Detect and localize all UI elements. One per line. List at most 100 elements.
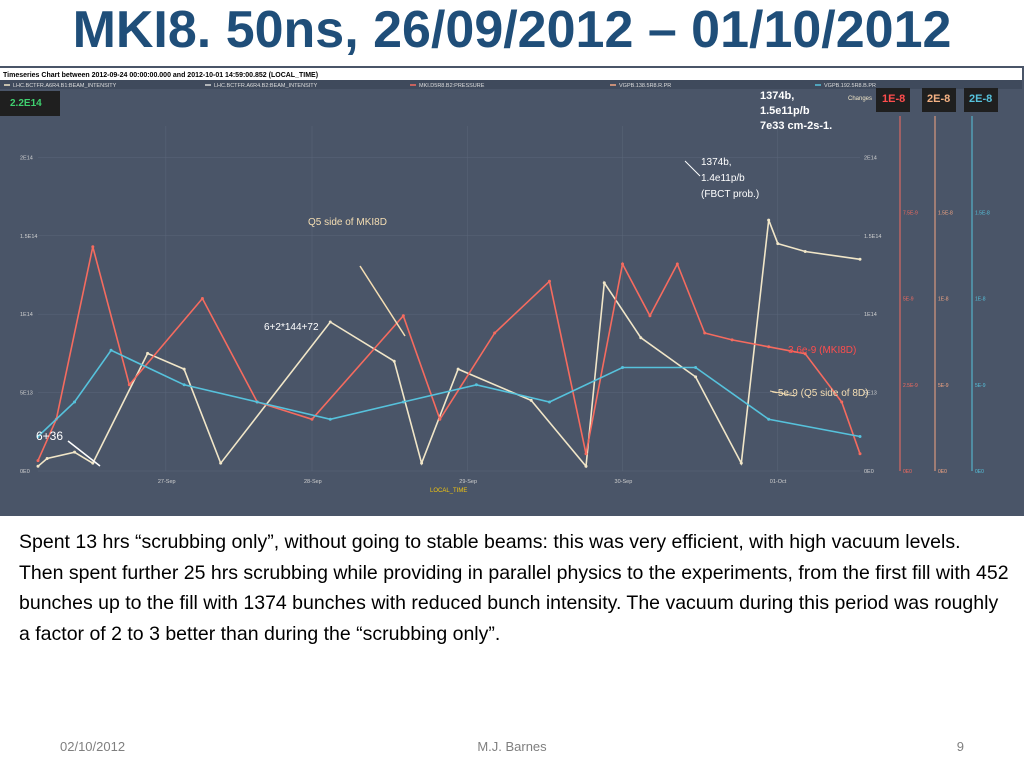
x-axis-label: LOCAL_TIME <box>430 488 467 494</box>
series-point <box>858 435 862 438</box>
series-point <box>36 464 40 468</box>
series-point <box>648 314 652 318</box>
right-axis-tick-label: 0E0 <box>975 469 984 475</box>
slide-title: MKI8. 50ns, 26/09/2012 – 01/10/2012 <box>72 1 952 59</box>
series-point <box>420 461 424 465</box>
legend-entry: MKI.D5R8.B2:PRESSURE <box>419 83 485 89</box>
annotation-6plus36: 6+36 <box>36 429 63 443</box>
y-left-tick-label-right: 5E13 <box>864 391 877 397</box>
body-text: Spent 13 hrs “scrubbing only”, without g… <box>19 527 1009 649</box>
annotation-fbct: (FBCT prob.) <box>701 189 759 200</box>
y-left-tick-label-right: 2E14 <box>864 155 877 161</box>
series-point <box>639 336 643 340</box>
series-point <box>127 383 131 387</box>
series-point <box>255 400 259 404</box>
chart-title: Timeseries Chart between 2012-09-24 00:0… <box>3 72 318 79</box>
series-point <box>36 459 40 463</box>
annotation-luminosity: 7e33 cm-2s-1. <box>760 120 832 132</box>
right-axis-tick-label: 5E-9 <box>903 297 914 303</box>
series-point <box>547 279 551 283</box>
series-point <box>219 461 223 465</box>
series-point <box>584 464 588 468</box>
series-point <box>45 456 49 460</box>
series-point <box>584 452 588 456</box>
series-point <box>621 366 625 369</box>
changes-label: Changes <box>848 96 872 102</box>
series-point <box>776 242 780 246</box>
y-left-tick-label: 2E14 <box>20 155 33 161</box>
x-tick-label: 27-Sep <box>158 479 176 485</box>
right-axis-tick-label: 1.5E-8 <box>938 210 953 216</box>
paragraph-scrubbing-physics: Then spent further 25 hrs scrubbing whil… <box>19 561 1009 645</box>
right-axis-tick-label: 2.5E-9 <box>903 383 918 389</box>
series-point <box>328 417 332 421</box>
series-point <box>91 461 95 465</box>
right-axis-tick-label: 1E-8 <box>975 297 986 303</box>
annotation-bunch-pattern: 6+2*144+72 <box>264 322 319 333</box>
series-point <box>310 417 314 421</box>
legend-entry: VGPB.192.5R8.B.PR <box>824 83 876 89</box>
series-point <box>401 400 405 404</box>
x-tick-label: 29-Sep <box>459 479 477 485</box>
y-left-tick-label: 0E0 <box>20 469 30 475</box>
annotation-q5-side: Q5 side of MKI8D <box>308 217 387 228</box>
y-left-tick-label: 5E13 <box>20 391 33 397</box>
series-point <box>803 352 807 356</box>
legend-entry: LHC.BCTFR.A6R4.B1:BEAM_INTENSITY <box>13 83 117 89</box>
paragraph-scrubbing-only: Spent 13 hrs “scrubbing only”, without g… <box>19 531 961 553</box>
series-point <box>730 338 734 342</box>
series-point <box>36 435 40 438</box>
right-axis-tick-label: 1.5E-8 <box>975 210 990 216</box>
y-left-tick-label-right: 1.5E14 <box>864 234 881 240</box>
series-point <box>767 417 771 421</box>
right-axis-tick-label: 1E-8 <box>938 297 949 303</box>
annotation-1374b-a: 1374b, <box>760 90 794 102</box>
x-tick-label: 01-Oct <box>770 479 787 485</box>
chart-panel: Timeseries Chart between 2012-09-24 00:0… <box>0 66 1024 516</box>
right-axis-tick-label: 0E0 <box>938 469 947 475</box>
series-point <box>493 331 497 335</box>
footer-date: 02/10/2012 <box>60 739 126 754</box>
series-point <box>200 297 204 300</box>
series-point <box>474 383 478 387</box>
footer-author: M.J. Barnes <box>477 739 547 754</box>
annotation-intensity-a: 1.5e11p/b <box>760 105 810 117</box>
series-point <box>694 375 698 379</box>
y-right3-max-label: 2E-8 <box>969 93 992 105</box>
series-point <box>840 400 844 404</box>
series-point <box>703 331 707 335</box>
annotation-1374b-b: 1374b, <box>701 157 732 168</box>
series-point <box>621 262 625 266</box>
series-point <box>146 351 150 355</box>
y-right1-max-label: 1E-8 <box>882 93 905 105</box>
right-axis-tick-label: 7.5E-9 <box>903 210 918 216</box>
series-point <box>602 281 606 285</box>
right-axis-tick-label: 5E-9 <box>938 383 949 389</box>
right-axis-tick-label: 0E0 <box>903 469 912 475</box>
series-point <box>767 345 771 349</box>
y-left-tick-label-right: 1E14 <box>864 312 877 318</box>
right-axis-tick-label: 5E-9 <box>975 383 986 389</box>
series-point <box>858 452 862 456</box>
series-point <box>328 320 332 324</box>
legend-entry: VGPB.138.5R8.R.PR <box>619 83 671 89</box>
annotation-mki8d-pressure: 3.6e-9 (MKI8D) <box>788 345 856 356</box>
series-point <box>767 218 771 222</box>
series-point <box>182 367 186 371</box>
y-left-tick-label: 1E14 <box>20 312 33 318</box>
y-left-tick-label: 1.5E14 <box>20 234 37 240</box>
series-point <box>109 348 113 352</box>
y-right2-max-label: 2E-8 <box>927 93 950 105</box>
series-point <box>739 461 743 465</box>
series-point <box>675 262 679 266</box>
series-point <box>547 400 551 404</box>
annotation-intensity-b: 1.4e11p/b <box>701 173 745 184</box>
series-point <box>73 400 77 404</box>
series-point <box>456 367 460 371</box>
series-point <box>858 257 862 261</box>
timeseries-chart: Timeseries Chart between 2012-09-24 00:0… <box>0 66 1024 516</box>
x-tick-label: 30-Sep <box>615 479 633 485</box>
series-point <box>694 366 698 369</box>
x-tick-label: 28-Sep <box>304 479 322 485</box>
series-point <box>438 417 442 421</box>
